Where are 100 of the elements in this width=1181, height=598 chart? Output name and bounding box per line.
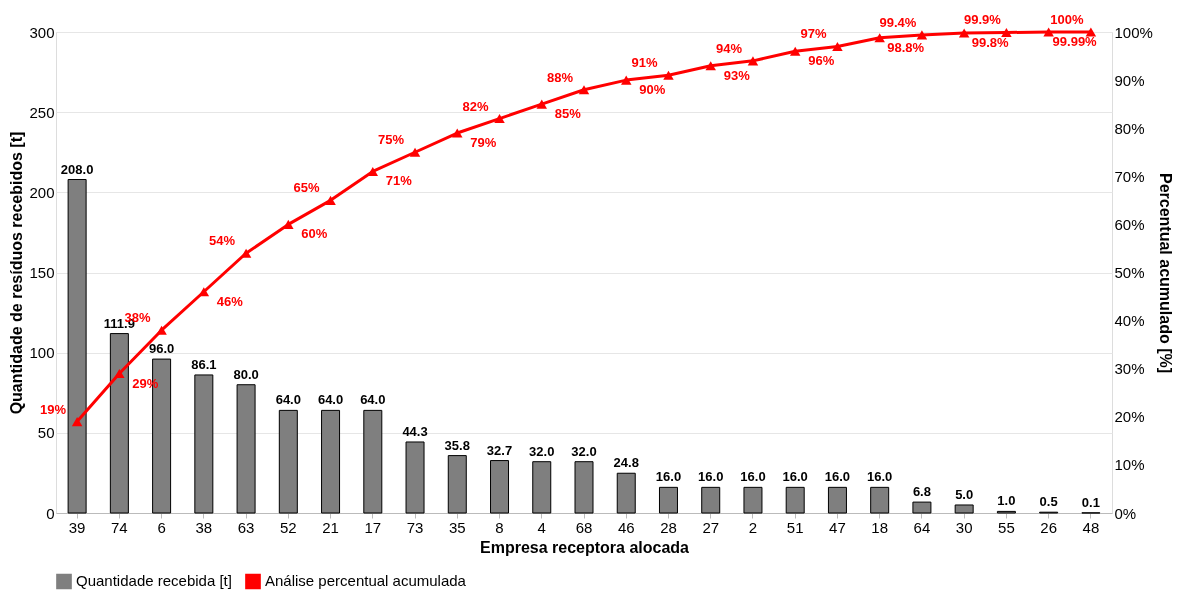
x-tick-label: 46 [617, 518, 635, 536]
x-tick-label: 47 [829, 518, 846, 536]
bar [870, 486, 890, 514]
bar [658, 486, 678, 514]
x-tick-label: 8 [495, 518, 504, 536]
bar [194, 374, 214, 514]
bar [405, 441, 425, 514]
data-label: 5.0 [955, 486, 974, 502]
data-label: 64.0 [317, 392, 344, 408]
y-tick-label: 250 [29, 103, 55, 121]
data-label: 96.0 [148, 341, 175, 357]
y-tick-label: 300 [29, 23, 55, 41]
y2-tick-label: 50% [1114, 264, 1145, 281]
x-tick-label: 2 [748, 518, 758, 536]
point [958, 28, 970, 38]
bar [574, 461, 594, 514]
x-tick-label: 51 [786, 518, 804, 536]
data-label: 88% [546, 69, 574, 85]
data-label: 96% [808, 53, 835, 69]
y2-tick-label: 20% [1114, 408, 1145, 426]
point [71, 417, 83, 427]
bar [363, 409, 383, 514]
bar [321, 409, 341, 514]
data-label: 99.9% [963, 12, 1002, 28]
data-label: 79% [470, 135, 497, 151]
bar [447, 455, 467, 514]
point [452, 128, 463, 138]
data-label: 99.99% [1052, 34, 1098, 50]
bar [490, 460, 510, 514]
bar [827, 486, 847, 514]
data-label: 0.5 [1039, 494, 1058, 510]
point [789, 46, 801, 56]
bar [278, 409, 298, 514]
data-label: 54% [209, 233, 236, 249]
y-tick-label: 200 [29, 183, 55, 201]
y2-tick-label: 90% [1114, 71, 1145, 89]
data-label: 82% [462, 98, 489, 114]
data-label: 64.0 [275, 392, 301, 408]
x-axis-title: Empresa receptora alocada [480, 538, 690, 556]
point [283, 219, 294, 229]
y2-tick-label: 100% [1114, 23, 1153, 41]
data-label: 24.8 [613, 455, 639, 471]
data-label: 86.1 [191, 356, 217, 372]
data-label: 65% [293, 180, 320, 196]
data-label: 32.7 [486, 442, 513, 458]
data-label: 1.0 [997, 493, 1016, 509]
x-tick-label: 6 [157, 518, 166, 536]
x-tick-label: 18 [871, 518, 889, 536]
data-label: 98.8% [887, 39, 925, 55]
bar [236, 384, 256, 514]
x-tick-label: 74 [111, 518, 128, 536]
legend-label: Quantidade recebida [t] [76, 572, 232, 590]
y-tick-label: 50 [37, 424, 55, 442]
data-label: 93% [723, 67, 751, 83]
y2-axis-title: Percentual acumulado [%] [1156, 172, 1174, 374]
y2-tick-label: 80% [1114, 119, 1145, 137]
data-label: 16.0 [824, 469, 851, 485]
y2-tick-label: 30% [1114, 360, 1145, 378]
bar [109, 333, 129, 514]
data-label: 32.0 [571, 443, 597, 459]
point [663, 70, 674, 80]
y2-tick-label: 40% [1114, 312, 1145, 330]
data-label: 208.0 [60, 161, 94, 177]
point [621, 75, 632, 85]
bar [954, 504, 974, 514]
data-label: 16.0 [698, 469, 724, 485]
y2-tick-label: 10% [1114, 456, 1145, 474]
x-tick-label: 21 [322, 518, 339, 536]
x-tick-label: 38 [195, 518, 213, 536]
y2-tick-label: 70% [1114, 167, 1145, 185]
bar [785, 486, 805, 514]
x-tick-label: 26 [1040, 518, 1057, 536]
data-label: 75% [378, 132, 405, 148]
data-label: 6.8 [912, 484, 931, 500]
x-tick-label: 73 [406, 518, 424, 536]
point [832, 41, 843, 51]
data-label: 16.0 [782, 469, 808, 485]
point [747, 56, 759, 66]
y-tick-label: 100 [29, 344, 55, 362]
point [916, 30, 928, 40]
point [114, 368, 125, 379]
bar [912, 501, 932, 514]
bar [616, 472, 636, 514]
point [325, 195, 336, 205]
data-label: 71% [385, 173, 413, 189]
point [536, 99, 547, 109]
point [874, 33, 885, 43]
x-tick-label: 39 [68, 518, 86, 536]
data-label: 16.0 [867, 469, 893, 485]
x-tick-label: 63 [237, 518, 255, 536]
data-label: 99.4% [879, 14, 917, 30]
data-label: 80.0 [233, 366, 259, 382]
x-tick-label: 52 [279, 518, 297, 536]
y2-tick-label: 60% [1114, 215, 1145, 233]
x-tick-label: 68 [575, 518, 593, 536]
bar [67, 179, 87, 514]
point [156, 325, 167, 335]
x-tick-label: 27 [702, 518, 720, 536]
point [705, 61, 716, 71]
point [1043, 27, 1054, 37]
